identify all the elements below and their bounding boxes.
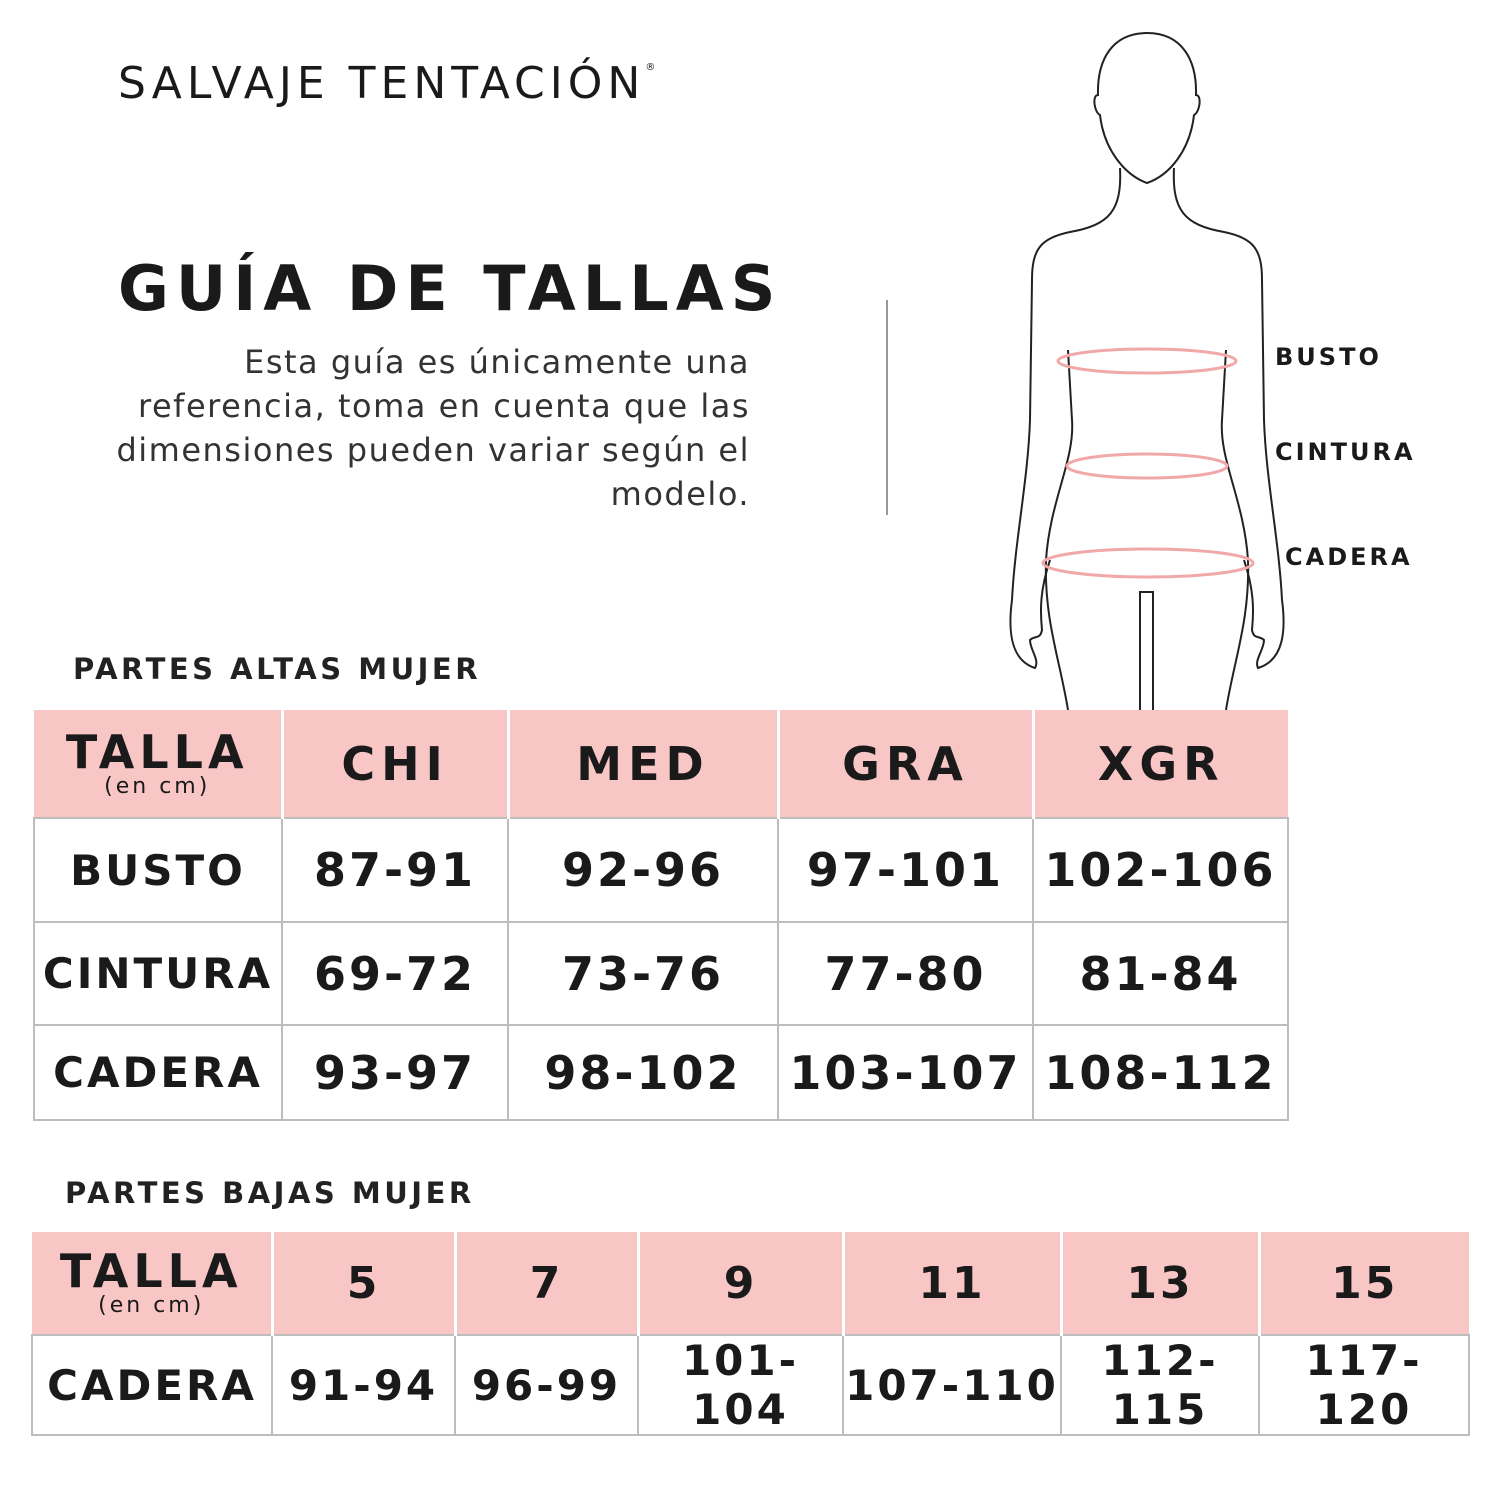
size-header: GRA	[778, 710, 1035, 818]
tops-size-table: TALLA (en cm) CHI MED GRA XGR BUSTO 87-91…	[33, 710, 1289, 1121]
table-header-row: TALLA (en cm) CHI MED GRA XGR	[34, 710, 1288, 818]
table-row: CADERA 91-94 96-99 101-104 107-110 112-1…	[31, 1334, 1470, 1436]
table-cell: 102-106	[1032, 817, 1289, 923]
table-cell: 91-94	[271, 1334, 456, 1436]
registered-mark: ®	[645, 62, 656, 73]
figure-label-cadera: CADERA	[1285, 543, 1413, 571]
waist-measure-line	[1065, 452, 1229, 480]
table-cell: 81-84	[1032, 921, 1289, 1026]
size-header: 15	[1259, 1232, 1469, 1335]
table-cell: 96-99	[454, 1334, 639, 1436]
size-header: 9	[638, 1232, 845, 1335]
table-row: BUSTO 87-91 92-96 97-101 102-106	[33, 817, 1289, 923]
figure-label-busto: BUSTO	[1275, 343, 1382, 371]
table-cell: 117-120	[1258, 1334, 1470, 1436]
talla-label: TALLA	[59, 1244, 243, 1298]
talla-header: TALLA (en cm)	[32, 1232, 274, 1335]
section-title-bottoms: PARTES BAJAS MUJER	[65, 1176, 475, 1210]
table-cell: 107-110	[842, 1334, 1062, 1436]
size-header: 5	[272, 1232, 457, 1335]
size-header: 11	[843, 1232, 1063, 1335]
row-label: CINTURA	[33, 921, 283, 1026]
figure-label-cintura: CINTURA	[1275, 438, 1416, 466]
table-cell: 108-112	[1032, 1024, 1289, 1121]
table-cell: 103-107	[777, 1024, 1034, 1121]
table-cell: 97-101	[777, 817, 1034, 923]
table-cell: 73-76	[507, 921, 779, 1026]
table-cell: 101-104	[637, 1334, 844, 1436]
table-cell: 112-115	[1060, 1334, 1260, 1436]
hip-measure-line	[1041, 547, 1255, 579]
table-header-row: TALLA (en cm) 5 7 9 11 13 15	[32, 1232, 1469, 1335]
table-cell: 98-102	[507, 1024, 779, 1121]
bust-measure-line	[1056, 347, 1238, 375]
divider	[886, 300, 888, 515]
row-label: BUSTO	[33, 817, 283, 923]
page-title: GUÍA DE TALLAS	[118, 252, 783, 325]
size-header: XGR	[1033, 710, 1288, 818]
size-header: MED	[508, 710, 780, 818]
table-row: CADERA 93-97 98-102 103-107 108-112	[33, 1024, 1289, 1121]
row-label: CADERA	[31, 1334, 273, 1436]
table-cell: 69-72	[281, 921, 509, 1026]
talla-header: TALLA (en cm)	[34, 710, 284, 818]
unit-label: (en cm)	[104, 773, 211, 799]
talla-label: TALLA	[65, 724, 249, 779]
brand-logo: SALVAJE TENTACIÓN®	[118, 58, 655, 109]
table-row: CINTURA 69-72 73-76 77-80 81-84	[33, 921, 1289, 1026]
size-header: 13	[1061, 1232, 1261, 1335]
table-cell: 93-97	[281, 1024, 509, 1121]
section-title-tops: PARTES ALTAS MUJER	[73, 652, 482, 686]
table-cell: 92-96	[507, 817, 779, 923]
table-cell: 87-91	[281, 817, 509, 923]
measurement-lines	[1041, 347, 1255, 579]
bottoms-size-table: TALLA (en cm) 5 7 9 11 13 15 CADERA 91-94…	[31, 1232, 1470, 1436]
size-header: CHI	[282, 710, 510, 818]
brand-name: SALVAJE TENTACIÓN	[118, 58, 646, 109]
description: Esta guía es únicamente una referencia, …	[116, 343, 750, 513]
size-header: 7	[455, 1232, 640, 1335]
unit-label: (en cm)	[98, 1293, 205, 1318]
row-label: CADERA	[33, 1024, 283, 1121]
body-figure-illustration	[1009, 31, 1285, 711]
table-cell: 77-80	[777, 921, 1034, 1026]
